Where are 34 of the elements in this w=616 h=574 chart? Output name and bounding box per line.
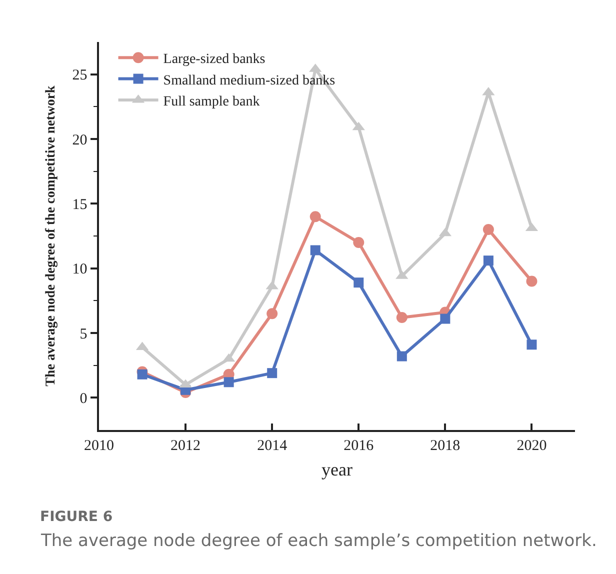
point	[266, 308, 278, 320]
text: The average node degree of each sample’s competition network.	[40, 531, 597, 551]
point	[267, 368, 278, 378]
point	[526, 276, 538, 287]
y-tick-label: 25	[72, 68, 88, 84]
legend-label: Large-sized banks	[163, 52, 266, 68]
point	[396, 351, 407, 362]
point	[526, 340, 537, 350]
x-tick-label: 2016	[344, 438, 374, 454]
legend-label: Full sample bank	[163, 94, 260, 110]
point	[482, 224, 494, 236]
x-tick-label: 2020	[516, 438, 547, 454]
y-axis-title: The average node degree of the competitive network	[42, 85, 58, 386]
x-tick-label: 2018	[430, 438, 460, 454]
point	[310, 211, 321, 222]
point	[137, 369, 148, 380]
point	[353, 236, 364, 248]
x-axis-title: year	[322, 459, 352, 480]
point	[440, 314, 450, 324]
point	[354, 278, 364, 288]
point	[310, 245, 320, 256]
y-tick-label: 20	[72, 132, 88, 148]
y-tick-label: 15	[72, 196, 88, 213]
x-tick-label: 2014	[257, 438, 288, 454]
point	[483, 256, 494, 266]
x-tick-label: 2012	[170, 438, 201, 454]
y-tick-label: 5	[80, 326, 88, 342]
x-tick-label: 2010	[84, 438, 114, 454]
y-tick-label: 0	[80, 390, 88, 407]
point	[224, 377, 234, 388]
y-tick-label: 10	[72, 262, 88, 278]
caption: FIGURE 6	[40, 509, 113, 525]
legend-label: Smalland medium-sized banks	[163, 73, 336, 88]
point	[396, 312, 408, 323]
